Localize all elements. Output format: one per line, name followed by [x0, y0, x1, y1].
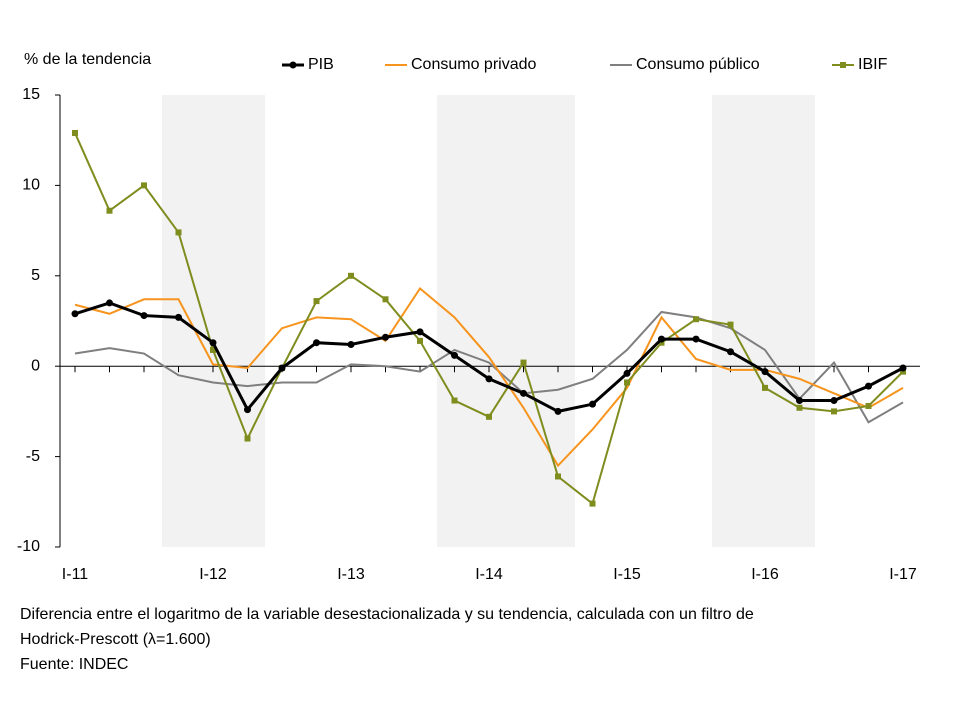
marker — [451, 397, 458, 404]
marker — [761, 368, 769, 376]
footnote: Fuente: INDEC — [20, 656, 128, 673]
marker — [727, 348, 734, 356]
shaded-period — [437, 95, 575, 547]
legend-label: PIB — [308, 56, 334, 73]
marker — [382, 296, 389, 303]
marker — [589, 400, 596, 408]
marker — [451, 351, 458, 359]
marker — [209, 339, 217, 347]
marker — [623, 369, 631, 377]
marker — [796, 404, 803, 411]
marker — [72, 129, 78, 136]
marker — [589, 500, 596, 507]
marker — [175, 229, 182, 236]
marker — [692, 335, 700, 343]
marker — [865, 382, 872, 390]
marker — [348, 272, 354, 279]
marker — [865, 402, 872, 409]
footnote: Diferencia entre el logaritmo de la vari… — [20, 606, 754, 623]
marker — [520, 389, 527, 397]
marker — [624, 379, 630, 386]
marker — [244, 435, 251, 442]
marker — [417, 337, 423, 344]
x-tick-label: I-11 — [62, 566, 88, 583]
y-tick-label: 15 — [22, 86, 40, 103]
legend-label: Consumo público — [636, 56, 760, 73]
marker — [313, 339, 320, 347]
marker — [840, 62, 846, 68]
marker — [313, 298, 320, 305]
marker — [141, 182, 147, 189]
x-tick-label: I-15 — [613, 566, 641, 583]
marker — [278, 364, 286, 372]
marker — [289, 61, 297, 69]
y-tick-label: 10 — [22, 177, 40, 194]
marker — [830, 397, 838, 405]
marker — [900, 368, 906, 375]
legend-label: IBIF — [858, 56, 888, 73]
x-tick-label: I-16 — [751, 566, 779, 583]
shaded-period — [712, 95, 815, 547]
marker — [382, 333, 389, 341]
y-axis-label: % de la tendencia — [24, 51, 151, 68]
series-line — [74, 310, 904, 424]
marker — [140, 312, 148, 320]
marker — [210, 346, 216, 353]
marker — [658, 339, 665, 346]
marker — [416, 328, 424, 336]
marker — [762, 384, 768, 391]
marker — [486, 413, 492, 420]
marker — [106, 299, 113, 307]
y-tick-label: 0 — [31, 357, 40, 374]
x-tick-label: I-17 — [889, 566, 917, 583]
marker — [485, 375, 493, 383]
marker — [899, 364, 907, 372]
legend: PIB Consumo privado Consumo público IBIF — [282, 56, 888, 73]
x-tick-label: I-13 — [337, 566, 365, 583]
marker — [796, 397, 803, 405]
marker — [554, 407, 562, 415]
x-tick-label: I-12 — [199, 566, 227, 583]
marker — [693, 316, 699, 323]
x-tick-label: I-14 — [475, 566, 503, 583]
marker — [71, 310, 79, 318]
y-tick-label: -10 — [17, 538, 40, 555]
marker — [727, 321, 734, 328]
shaded-period — [162, 95, 265, 547]
marker — [347, 341, 355, 349]
marker — [244, 406, 251, 414]
marker — [831, 408, 837, 415]
y-tick-label: 5 — [31, 267, 40, 284]
footnote: Hodrick-Prescott (λ=1.600) — [20, 631, 211, 648]
y-tick-label: -5 — [26, 448, 40, 465]
legend-label: Consumo privado — [411, 56, 537, 73]
marker — [520, 359, 527, 366]
marker — [658, 335, 665, 343]
marker — [175, 313, 182, 321]
marker — [555, 473, 561, 480]
marker — [106, 207, 113, 214]
